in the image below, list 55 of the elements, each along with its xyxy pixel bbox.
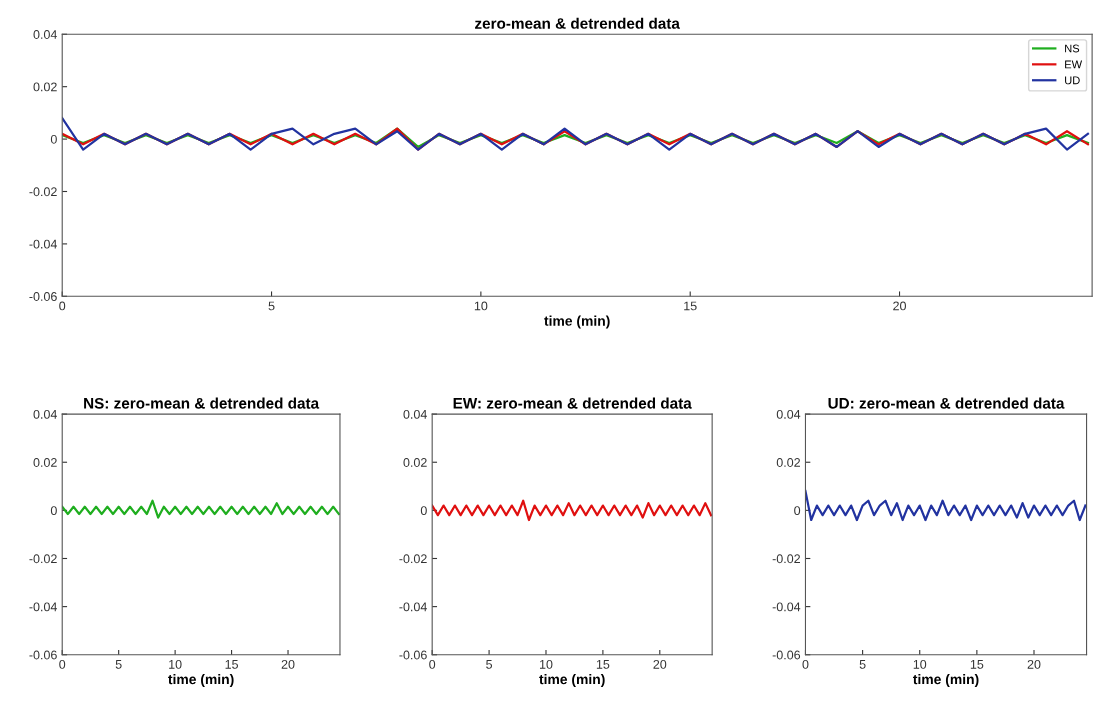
x-tick-label: 20 xyxy=(281,659,295,669)
x-tick-label: 20 xyxy=(1027,659,1041,669)
y-tick-label: 0 xyxy=(50,506,57,516)
y-tick-label: -0.04 xyxy=(399,602,427,612)
x-tick-label: 10 xyxy=(474,301,488,311)
x-tick-label: 15 xyxy=(596,660,610,669)
legend-label: UD xyxy=(1065,76,1080,85)
x-axis-title: time (min) xyxy=(168,674,234,687)
y-tick-label: 0.02 xyxy=(33,458,57,467)
x-tick-label: 20 xyxy=(653,659,667,669)
x-axis-title: time (min) xyxy=(544,315,610,329)
chart-title: zero-mean & detrended data xyxy=(475,17,680,29)
x-tick-label: 15 xyxy=(225,660,238,669)
x-tick-label: 0 xyxy=(59,659,66,669)
y-tick-label: -0.02 xyxy=(29,554,57,564)
x-tick-label: 0 xyxy=(59,301,66,311)
y-tick-label: -0.06 xyxy=(29,650,57,660)
x-tick-label: 20 xyxy=(893,301,906,311)
y-tick-label: -0.06 xyxy=(399,650,427,660)
x-axis-title: time (min) xyxy=(539,674,605,687)
x-tick-label: 10 xyxy=(169,659,182,669)
y-tick-label: 0 xyxy=(50,134,57,144)
x-tick-label: 0 xyxy=(802,659,809,669)
legend-label: EW xyxy=(1065,60,1083,69)
y-tick-label: 0.04 xyxy=(776,409,801,419)
chart-title: NS: zero-mean & detrended data xyxy=(84,397,320,409)
y-tick-label: -0.02 xyxy=(29,187,57,197)
x-tick-label: 15 xyxy=(684,301,697,311)
y-tick-label: -0.04 xyxy=(29,602,57,612)
x-tick-label: 0 xyxy=(429,659,436,669)
x-tick-label: 5 xyxy=(486,660,493,669)
legend-label: NS xyxy=(1065,44,1080,53)
y-tick-label: 0.02 xyxy=(776,458,800,467)
x-axis-title: time (min) xyxy=(913,674,979,687)
y-tick-label: -0.02 xyxy=(399,554,427,564)
x-tick-label: 15 xyxy=(970,660,984,669)
y-tick-label: 0.04 xyxy=(33,409,57,419)
x-tick-label: 5 xyxy=(268,301,275,311)
y-tick-label: -0.06 xyxy=(772,650,801,660)
x-tick-label: 10 xyxy=(539,659,553,669)
y-tick-label: -0.04 xyxy=(29,239,57,249)
y-tick-label: -0.04 xyxy=(772,602,801,612)
y-tick-label: 0.02 xyxy=(403,458,427,467)
y-tick-label: -0.02 xyxy=(772,554,800,564)
y-tick-label: -0.06 xyxy=(29,292,57,301)
y-tick-label: 0 xyxy=(794,506,801,516)
y-tick-label: 0.02 xyxy=(33,82,57,92)
x-tick-label: 5 xyxy=(115,660,122,669)
chart-title: UD: zero-mean & detrended data xyxy=(828,397,1065,409)
x-tick-label: 10 xyxy=(913,659,927,669)
chart-title: EW: zero-mean & detrended data xyxy=(453,397,692,409)
x-tick-label: 5 xyxy=(859,660,866,669)
y-tick-label: 0 xyxy=(420,506,427,516)
y-tick-label: 0.04 xyxy=(33,30,57,39)
y-tick-label: 0.04 xyxy=(403,409,427,419)
